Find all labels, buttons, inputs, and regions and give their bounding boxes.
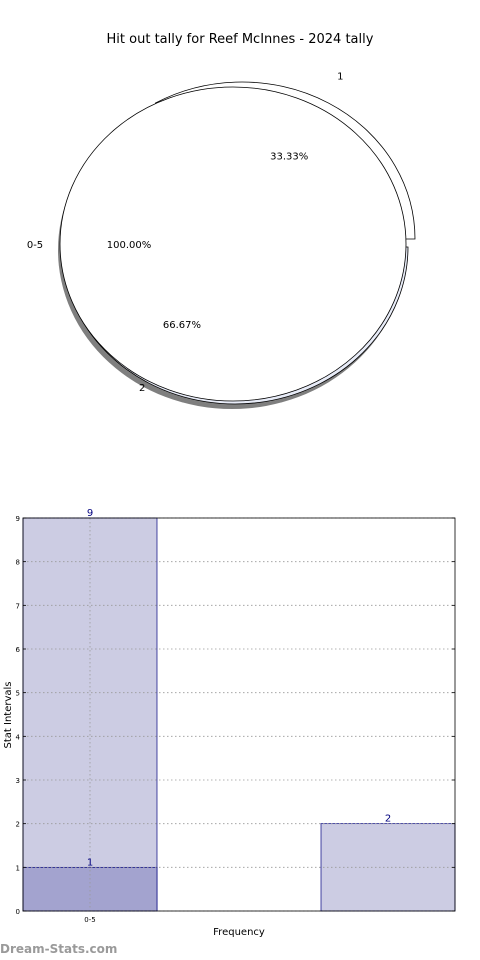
ytick-label-7: 7 — [16, 602, 20, 610]
ytick-label-9: 9 — [16, 515, 20, 523]
ytick-label-8: 8 — [16, 559, 20, 567]
ytick-label-6: 6 — [16, 646, 21, 654]
xtick-label-0-5: 0-5 — [84, 916, 95, 924]
bar-chart-y-axis-label: Stat Intervals — [3, 681, 14, 748]
bar-chart: 0 1 2 3 4 5 6 7 8 9 0-5 9 2 1 — [16, 508, 456, 924]
ytick-label-1: 1 — [16, 864, 20, 872]
bar-overlay-1 — [22, 866, 158, 912]
watermark-logo: Dream-Stats.com — [0, 942, 118, 956]
bar-value-label-1: 1 — [87, 857, 93, 868]
pie-slice-0-5 — [59, 86, 407, 402]
bar-value-label-9: 9 — [87, 508, 93, 519]
ytick-label-5: 5 — [16, 690, 20, 698]
pie-percent-0-5: 100.00% — [107, 240, 152, 251]
plot-frame — [22, 517, 456, 912]
pie-label-1: 1 — [337, 71, 343, 82]
ytick-label-4: 4 — [16, 733, 21, 741]
ytick-label-2: 2 — [16, 821, 20, 829]
ytick-label-3: 3 — [16, 777, 20, 785]
pie-label-0-5: 0-5 — [27, 240, 43, 251]
pie-percent-2: 66.67% — [163, 320, 201, 331]
pie-chart: 1 33.33% 2 66.67% 0-5 100.00% — [27, 71, 416, 409]
bar-value-label-2: 2 — [385, 814, 391, 825]
pie-label-2: 2 — [139, 383, 145, 394]
bar-chart-x-axis-label: Frequency — [213, 927, 265, 938]
pie-percent-1: 33.33% — [270, 152, 308, 163]
pie-chart-title: Hit out tally for Reef McInnes - 2024 ta… — [107, 32, 374, 47]
ytick-label-0: 0 — [16, 908, 20, 916]
